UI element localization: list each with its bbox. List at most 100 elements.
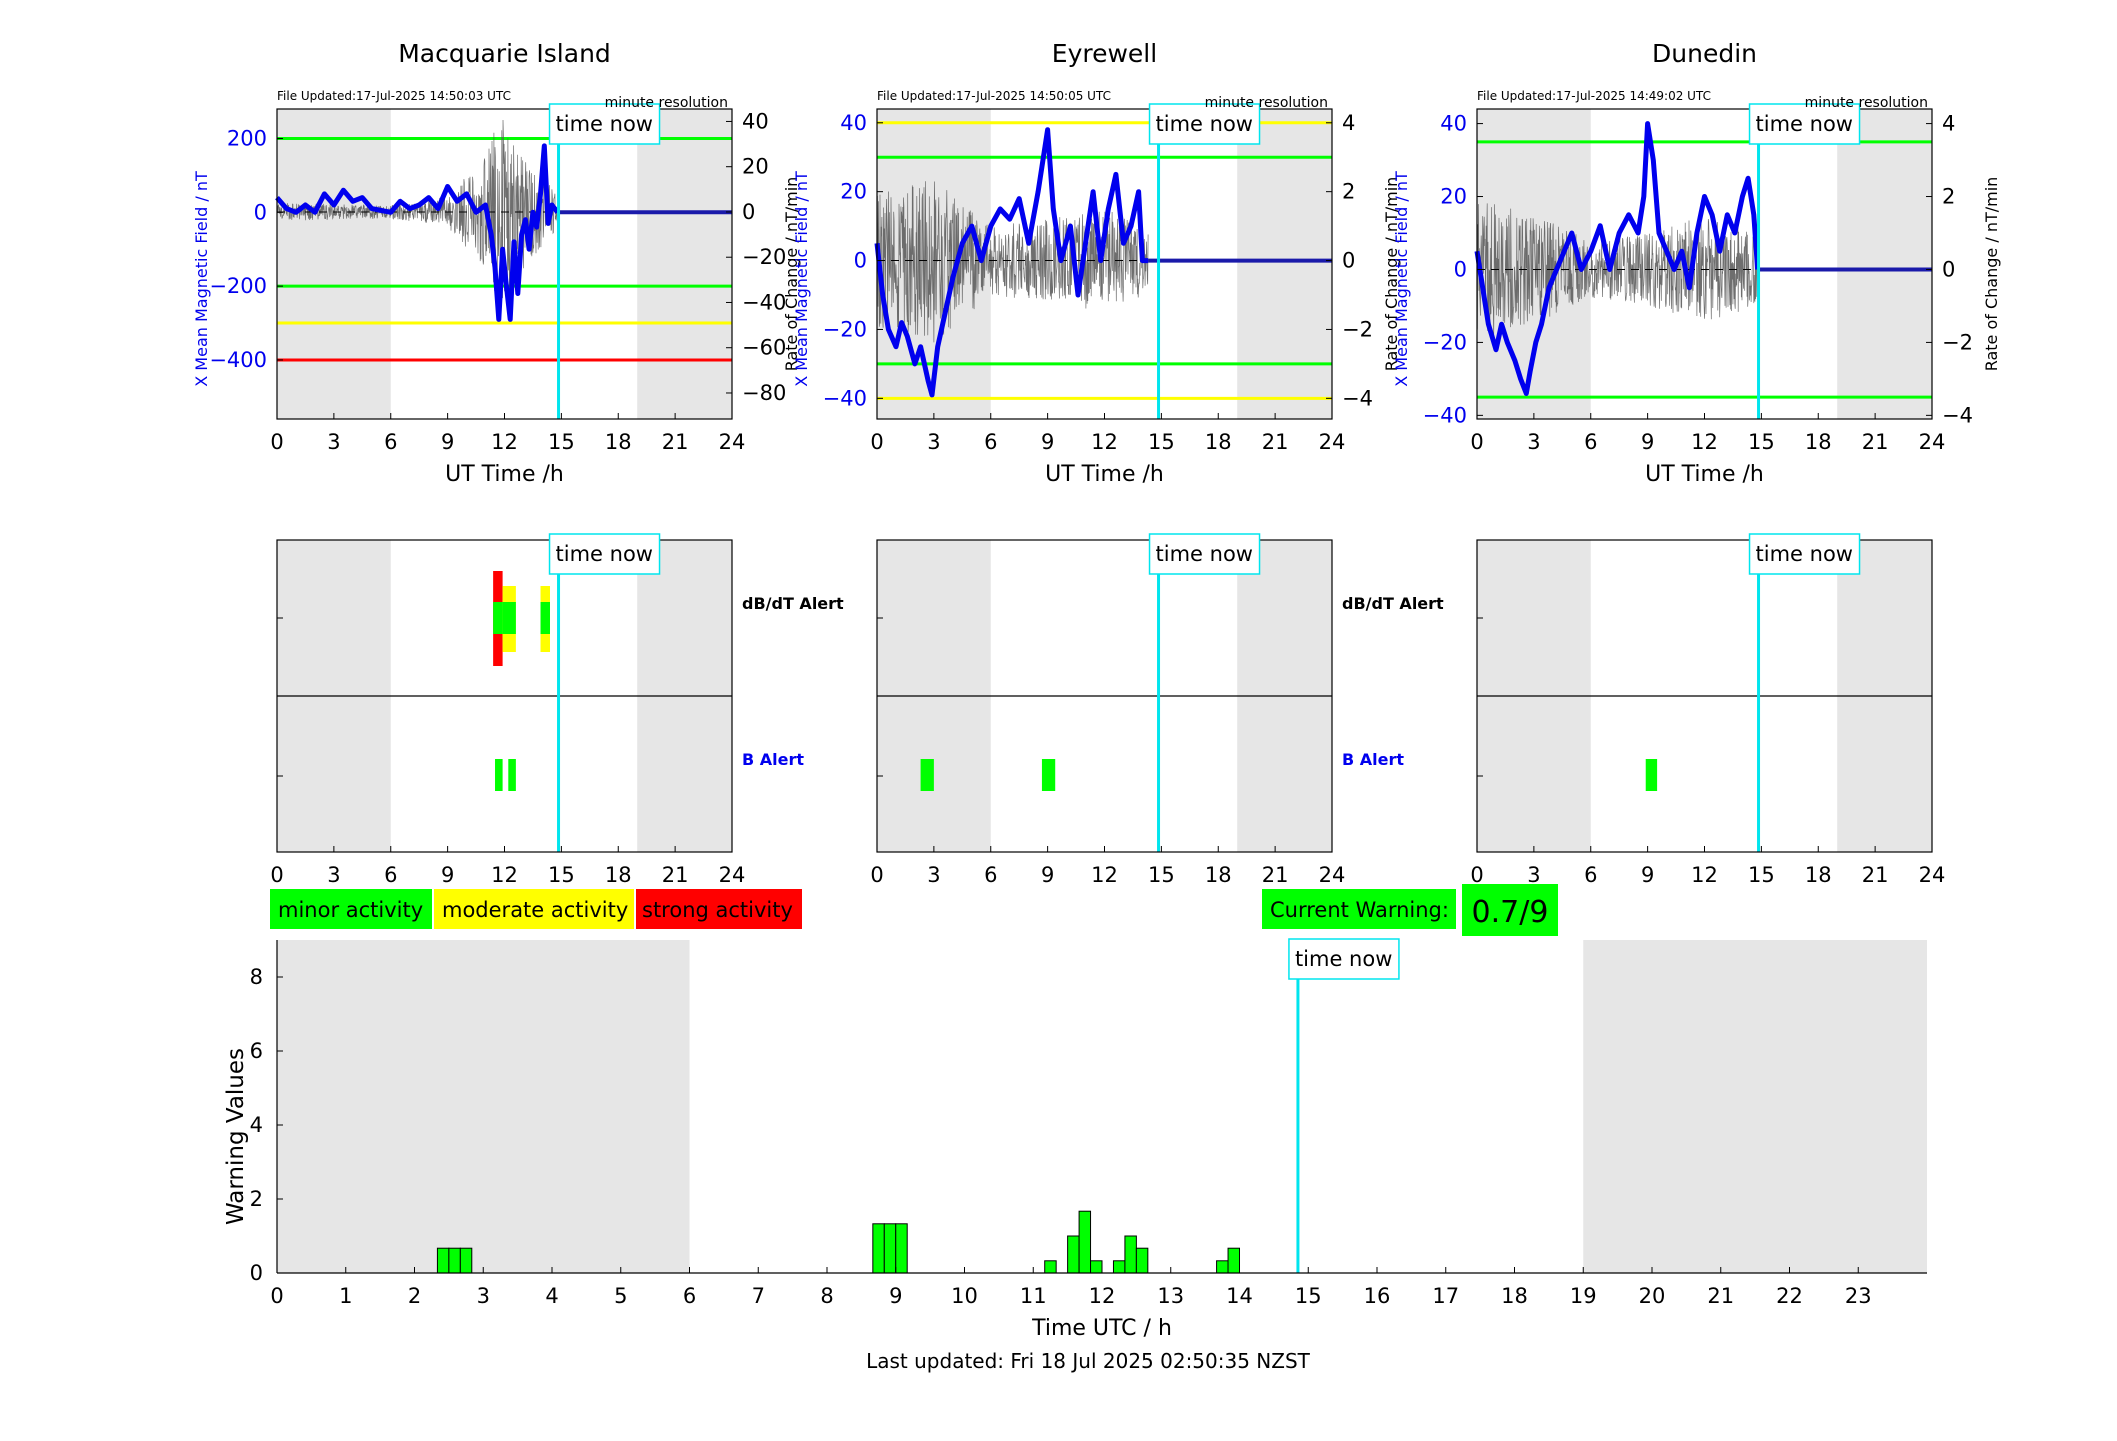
y2-tick-label: −40	[742, 290, 786, 314]
y-tick-label: 0	[254, 200, 267, 224]
x-tick-label: 12	[491, 863, 518, 887]
y2-tick-label: −2	[1942, 330, 1973, 354]
x-tick-label: 24	[1319, 430, 1346, 454]
x-tick-label: 16	[1364, 1284, 1391, 1308]
warning-bar	[1227, 1247, 1241, 1274]
legend-moderate-label: moderate activity	[442, 898, 628, 922]
x-tick-label: 9	[1041, 863, 1054, 887]
y-tick-label: 0	[1454, 257, 1467, 281]
y-tick-label: 4	[250, 1113, 263, 1137]
x-tick-label: 21	[662, 430, 689, 454]
warning-bar	[1216, 1260, 1229, 1274]
b-field-series-line	[874, 127, 1149, 398]
y-tick-label: −20	[823, 317, 867, 341]
x-tick-label: 15	[548, 430, 575, 454]
x-tick-label: 12	[1091, 863, 1118, 887]
y-axis-label: X Mean Magnetic Field / nT	[1392, 171, 1411, 387]
x-tick-label: 21	[1262, 430, 1289, 454]
x-tick-label: 0	[1470, 430, 1483, 454]
current-warning-label: Current Warning:	[1270, 898, 1449, 922]
x-tick-label: 18	[1805, 863, 1832, 887]
night-shade	[277, 940, 690, 1273]
x-tick-label: 18	[605, 863, 632, 887]
resolution-text: minute resolution	[1205, 95, 1328, 111]
b-alert-minor-bar	[1645, 759, 1658, 791]
time-now-label: time now	[1156, 112, 1253, 136]
x-tick-label: 9	[1041, 430, 1054, 454]
x-tick-label: 18	[1805, 430, 1832, 454]
b-field-series-line	[1474, 121, 1761, 396]
x-tick-label: 12	[491, 430, 518, 454]
b-alert-label: B Alert	[742, 750, 804, 769]
x-tick-label: 18	[605, 430, 632, 454]
x-tick-label: 12	[1091, 430, 1118, 454]
b-alert-label: B Alert	[1342, 750, 1404, 769]
x-tick-label: 18	[1205, 430, 1232, 454]
x-tick-label: 21	[1862, 430, 1889, 454]
x-tick-label: 3	[1527, 430, 1540, 454]
warning-bar	[1090, 1260, 1103, 1274]
y2-tick-label: 2	[1942, 185, 1955, 209]
activity-legend: minor activity moderate activity strong …	[270, 889, 802, 929]
y-tick-label: 200	[227, 127, 267, 151]
y2-tick-label: −4	[1342, 386, 1373, 410]
x-tick-label: 20	[1639, 1284, 1666, 1308]
time-now-label: time now	[1295, 947, 1392, 971]
warning-bar	[436, 1247, 450, 1274]
x-tick-label: 6	[683, 1284, 696, 1308]
warning-bar	[1078, 1210, 1092, 1274]
b-alert-minor-bar	[495, 759, 503, 791]
x-tick-label: 22	[1776, 1284, 1803, 1308]
x-tick-label: 9	[1641, 430, 1654, 454]
b-alert-minor-bar	[508, 759, 516, 791]
x-tick-label: 15	[548, 863, 575, 887]
x-tick-label: 9	[441, 863, 454, 887]
x-tick-label: 17	[1432, 1284, 1459, 1308]
y-tick-label: −400	[209, 348, 267, 372]
time-now-box: time now	[1748, 533, 1861, 575]
warning-bar	[1044, 1260, 1057, 1274]
x-tick-label: 4	[545, 1284, 558, 1308]
x-tick-label: 3	[327, 430, 340, 454]
y-tick-label: −40	[823, 386, 867, 410]
warning-bar	[895, 1223, 908, 1274]
x-tick-label: 19	[1570, 1284, 1597, 1308]
night-shade	[1237, 109, 1332, 419]
x-tick-label: 18	[1205, 863, 1232, 887]
time-now-box: time now	[1148, 103, 1261, 145]
y-tick-label: 6	[250, 1039, 263, 1063]
warning-bar	[1135, 1247, 1149, 1274]
x-tick-label: 0	[870, 863, 883, 887]
x-tick-label: 3	[1527, 863, 1540, 887]
y-tick-label: 8	[250, 965, 263, 989]
x-tick-label: 0	[270, 863, 283, 887]
y2-tick-label: 20	[742, 155, 769, 179]
night-shade	[277, 109, 391, 419]
last-updated-text: Last updated: Fri 18 Jul 2025 02:50:35 N…	[866, 1349, 1311, 1373]
y-tick-label: −200	[209, 274, 267, 298]
x-tick-label: 11	[1020, 1284, 1047, 1308]
x-tick-label: 13	[1157, 1284, 1184, 1308]
rate-of-change-series-line	[876, 181, 1149, 343]
y-tick-label: 40	[1440, 112, 1467, 136]
x-axis-label: Time UTC / h	[1031, 1316, 1172, 1341]
warning-bar	[1067, 1235, 1080, 1274]
y2-tick-label: −20	[742, 245, 786, 269]
x-tick-label: 6	[1584, 430, 1597, 454]
x-tick-label: 18	[1501, 1284, 1528, 1308]
x-tick-label: 6	[984, 430, 997, 454]
x-tick-label: 12	[1691, 430, 1718, 454]
x-tick-label: 0	[270, 430, 283, 454]
y-tick-label: 0	[854, 249, 867, 273]
night-shade	[1837, 109, 1932, 419]
dbdt-alert-minor-bar	[540, 602, 550, 634]
x-tick-label: 24	[1319, 863, 1346, 887]
current-warning-value-box	[1462, 884, 1558, 936]
x-tick-label: 21	[1862, 863, 1889, 887]
time-now-box: time now	[548, 533, 661, 575]
b-alert-minor-bar	[1041, 759, 1056, 791]
x-tick-label: 6	[984, 863, 997, 887]
x-tick-label: 6	[1584, 863, 1597, 887]
x-tick-label: 0	[1470, 863, 1483, 887]
warning-bar	[872, 1223, 885, 1274]
